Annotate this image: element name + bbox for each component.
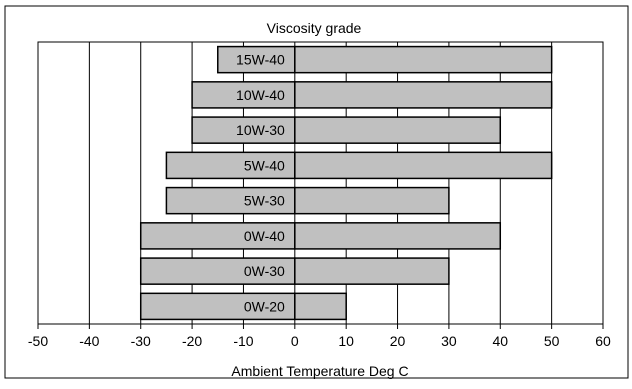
chart-title: Viscosity grade <box>267 20 362 36</box>
bar-positive-segment <box>294 81 553 109</box>
bar-category-label: 15W-40 <box>236 52 285 68</box>
bar-negative-segment <box>165 186 296 215</box>
x-tick-label: -10 <box>233 333 253 349</box>
x-tick-label: -40 <box>79 333 99 349</box>
bar-category-label: 5W-40 <box>244 157 285 173</box>
x-tick-label: 40 <box>492 333 508 349</box>
bar-positive-segment <box>294 222 502 250</box>
bar-negative-segment <box>217 45 296 74</box>
bar-negative-segment <box>139 222 296 250</box>
bar-category-label: 10W-30 <box>236 122 285 138</box>
bar-category-label: 5W-30 <box>244 193 285 209</box>
x-tick-label: 10 <box>338 333 354 349</box>
bars: 15W-40 10W-40 10W-30 5W-40 5W-30 0W-40 0W-30 0W… <box>139 45 553 321</box>
bar-negative-segment <box>139 292 296 321</box>
bar-positive-segment <box>294 45 553 74</box>
x-tick-label: 50 <box>544 333 560 349</box>
bar-category-label: 0W-30 <box>244 263 285 279</box>
x-tick-label: -30 <box>131 333 151 349</box>
bar-positive-segment <box>294 292 347 321</box>
x-tick-label: -50 <box>28 333 48 349</box>
x-tick-label: -20 <box>182 333 202 349</box>
x-axis: -50 -40 -30 -20 -10 0 10 20 30 40 50 60 <box>28 324 611 349</box>
bar-category-label: 0W-40 <box>244 228 285 244</box>
bar-negative-segment <box>165 151 296 180</box>
x-tick-label: 30 <box>441 333 457 349</box>
bar-positive-segment <box>294 116 502 144</box>
x-axis-label: Ambient Temperature Deg C <box>231 363 408 379</box>
bar-category-label: 10W-40 <box>236 87 285 103</box>
x-tick-label: 20 <box>390 333 406 349</box>
x-tick-label: 60 <box>595 333 611 349</box>
bar-positive-segment <box>294 257 450 285</box>
bar-positive-segment <box>294 151 553 180</box>
x-tick-label: 0 <box>291 333 299 349</box>
bar-category-label: 0W-20 <box>244 298 285 314</box>
bar-positive-segment <box>294 186 450 215</box>
